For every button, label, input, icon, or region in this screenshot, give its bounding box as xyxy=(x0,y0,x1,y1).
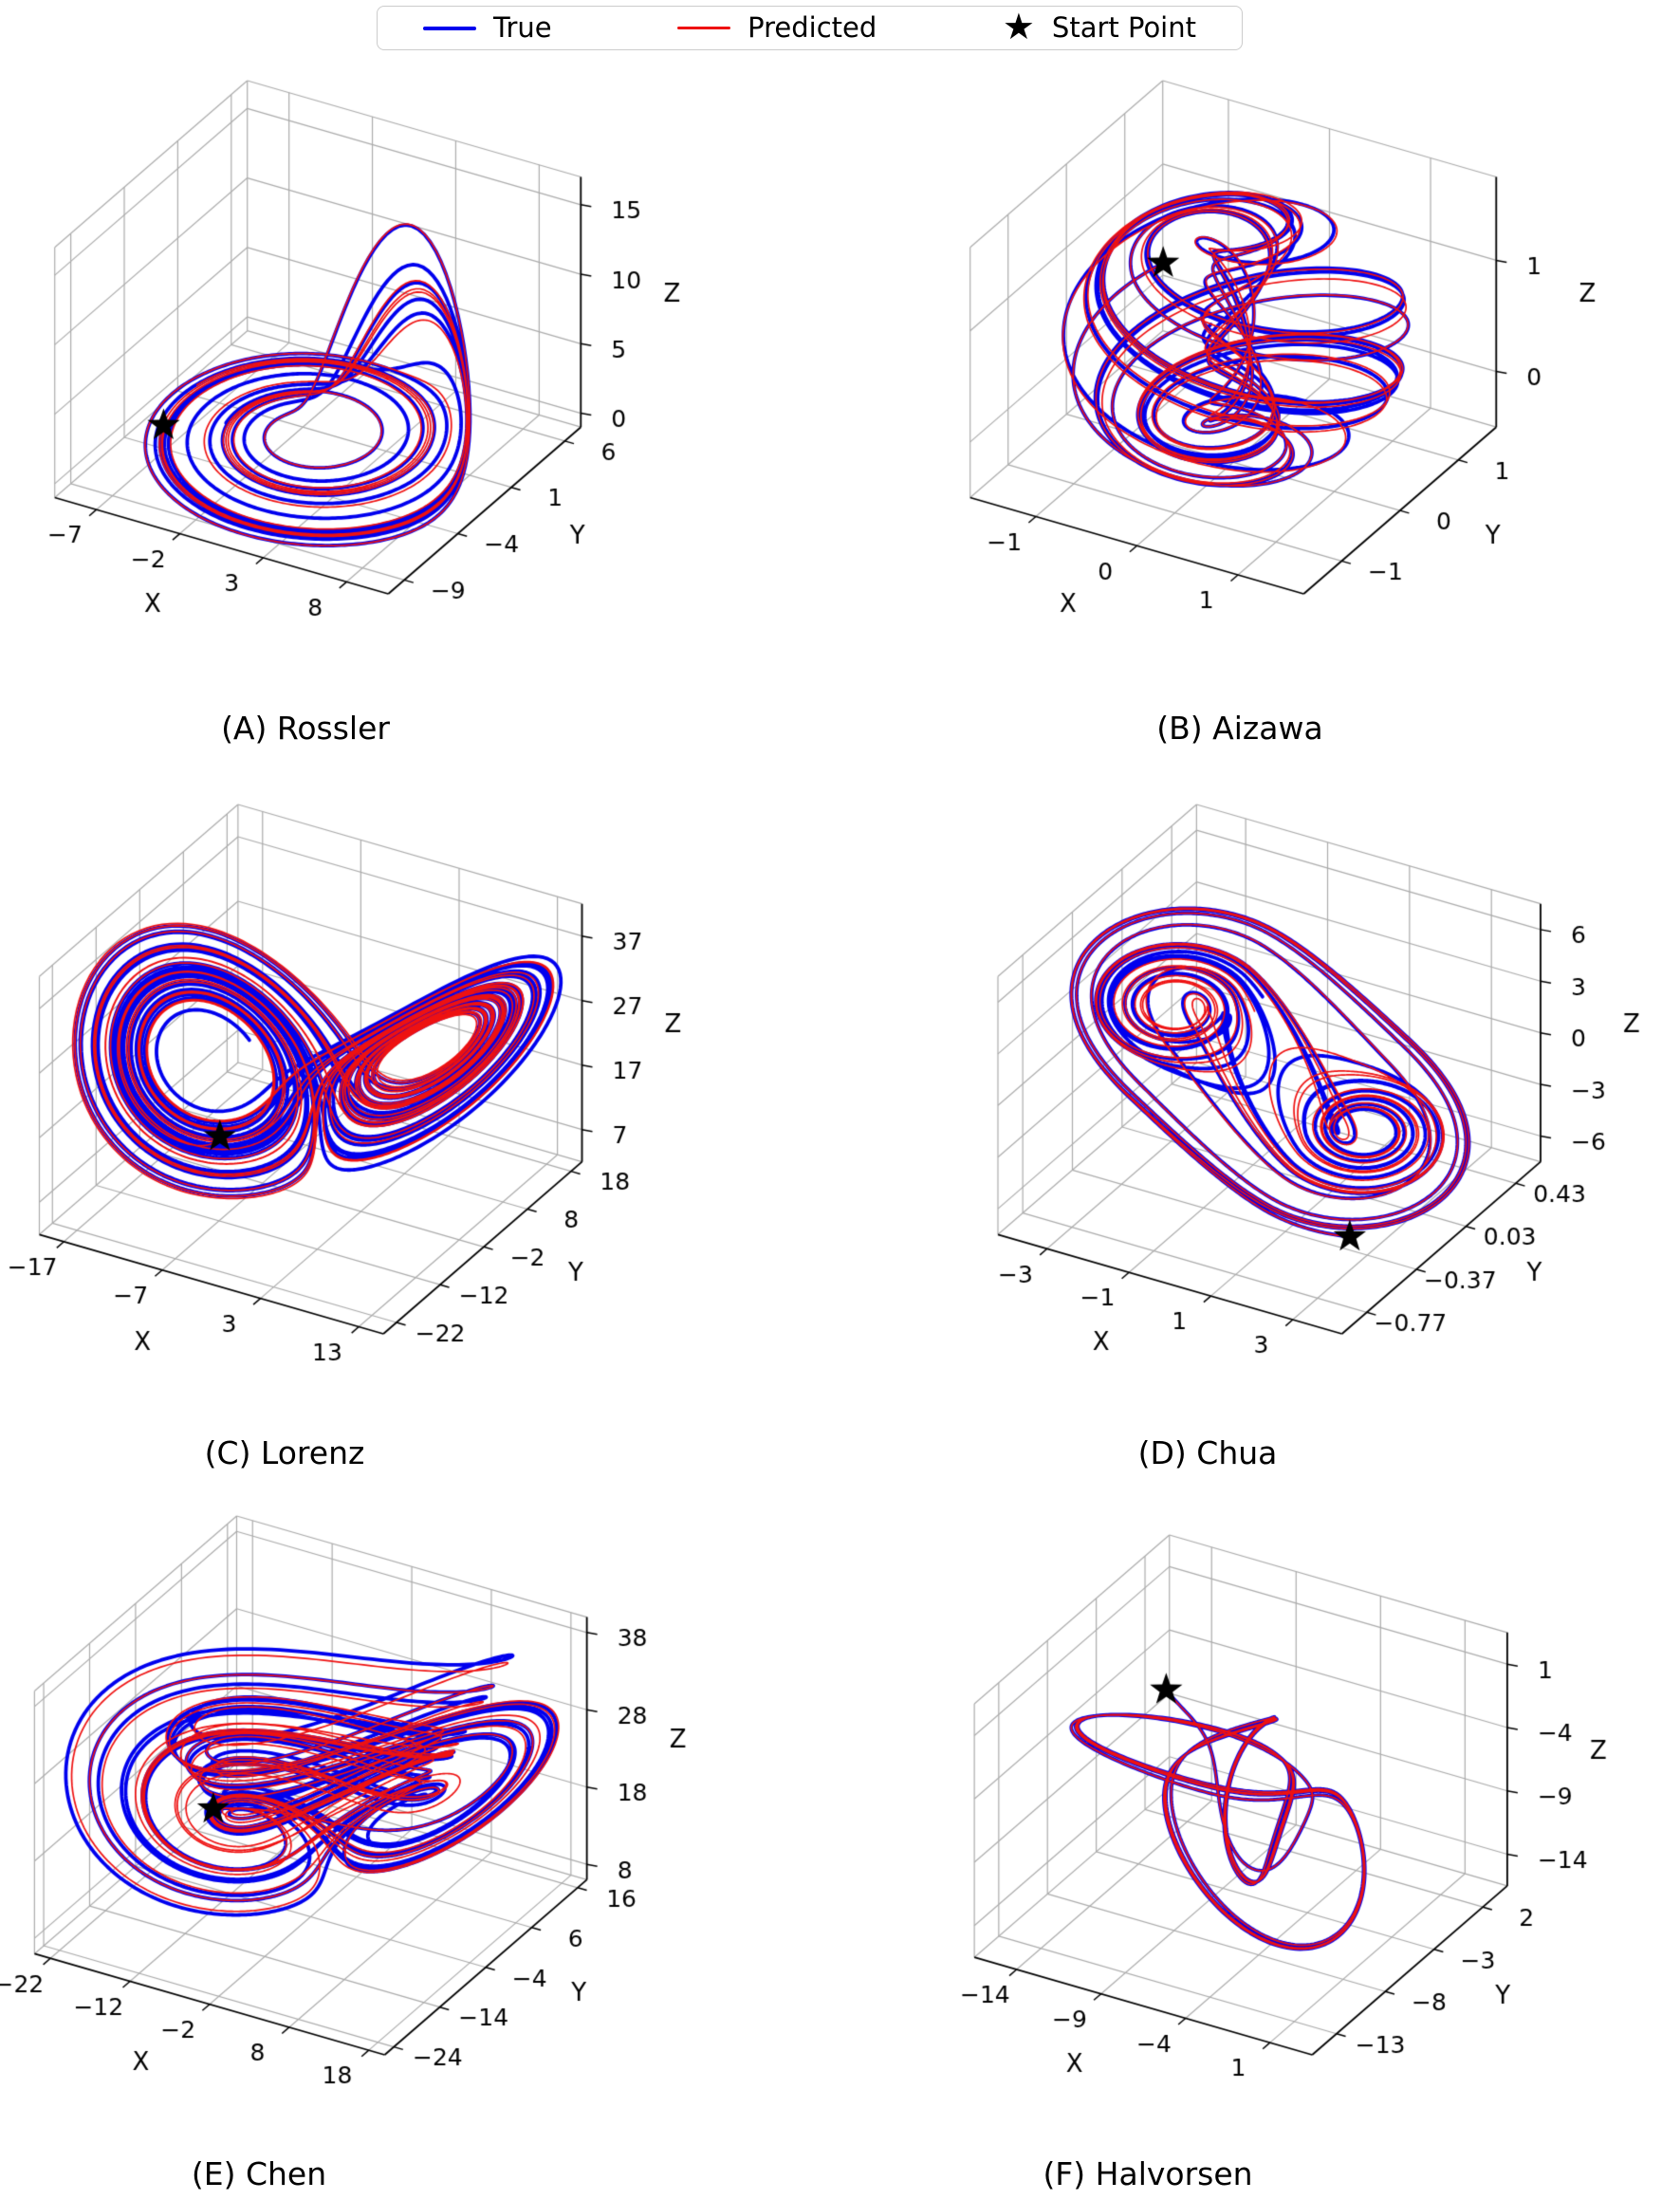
lorenz-3d-plot xyxy=(0,795,707,1433)
legend-item-predicted: Predicted xyxy=(677,14,877,42)
predicted-line-sample xyxy=(677,27,731,29)
caption-chen: (E) Chen xyxy=(191,2155,327,2192)
rossler-3d-plot xyxy=(9,71,711,693)
halvorsen-3d-plot xyxy=(887,1525,1680,2154)
legend-item-true: True xyxy=(423,14,552,42)
star-icon: ★ xyxy=(1002,5,1035,47)
legend: True Predicted ★ Start Point xyxy=(377,6,1243,50)
caption-aizawa: (B) Aizawa xyxy=(1156,710,1323,747)
caption-lorenz: (C) Lorenz xyxy=(204,1434,365,1471)
chen-3d-plot xyxy=(0,1507,707,2154)
chua-3d-plot xyxy=(944,795,1680,1433)
legend-label-start-point: Start Point xyxy=(1051,11,1196,44)
caption-chua: (D) Chua xyxy=(1137,1434,1278,1471)
legend-label-true: True xyxy=(493,11,552,44)
legend-label-predicted: Predicted xyxy=(748,11,877,44)
aizawa-3d-plot xyxy=(882,71,1670,693)
true-line-sample xyxy=(423,26,476,30)
caption-rossler: (A) Rossler xyxy=(221,710,390,747)
legend-item-start-point: ★ Start Point xyxy=(1002,5,1196,47)
caption-halvorsen: (F) Halvorsen xyxy=(1043,2155,1253,2192)
